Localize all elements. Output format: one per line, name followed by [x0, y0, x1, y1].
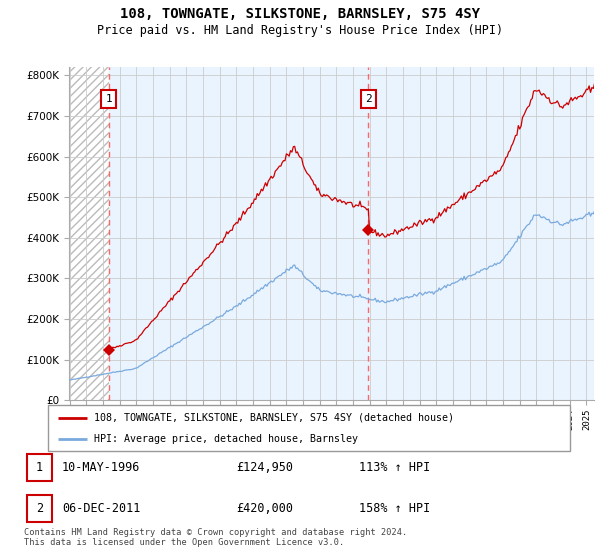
Bar	[69, 67, 109, 400]
Text: 2: 2	[365, 94, 371, 104]
Text: HPI: Average price, detached house, Barnsley: HPI: Average price, detached house, Barn…	[94, 435, 358, 444]
Text: 2: 2	[36, 502, 43, 515]
Text: 06-DEC-2011: 06-DEC-2011	[62, 502, 140, 515]
Text: 113% ↑ HPI: 113% ↑ HPI	[359, 461, 430, 474]
Bar	[27, 495, 52, 521]
Text: 1: 1	[36, 461, 43, 474]
Text: Contains HM Land Registry data © Crown copyright and database right 2024.
This d: Contains HM Land Registry data © Crown c…	[24, 528, 407, 547]
Text: Price paid vs. HM Land Registry's House Price Index (HPI): Price paid vs. HM Land Registry's House …	[97, 24, 503, 36]
Text: 1: 1	[105, 94, 112, 104]
Bar	[27, 454, 52, 481]
Text: 10-MAY-1996: 10-MAY-1996	[62, 461, 140, 474]
Text: 108, TOWNGATE, SILKSTONE, BARNSLEY, S75 4SY: 108, TOWNGATE, SILKSTONE, BARNSLEY, S75 …	[120, 7, 480, 21]
Text: 108, TOWNGATE, SILKSTONE, BARNSLEY, S75 4SY (detached house): 108, TOWNGATE, SILKSTONE, BARNSLEY, S75 …	[94, 413, 454, 423]
Text: £124,950: £124,950	[236, 461, 293, 474]
Text: £420,000: £420,000	[236, 502, 293, 515]
Text: 158% ↑ HPI: 158% ↑ HPI	[359, 502, 430, 515]
